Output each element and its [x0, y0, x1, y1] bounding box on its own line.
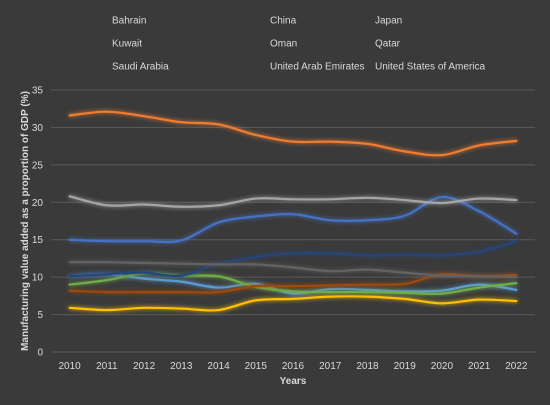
y-tick-label: 10 — [32, 273, 44, 284]
x-tick-label: 2013 — [170, 361, 193, 372]
series-line-saudi-arabia — [68, 240, 518, 278]
legend-label-united-states-of-america: United States of America — [375, 62, 485, 73]
series-line-oman — [68, 273, 518, 295]
y-tick-label: 15 — [32, 235, 44, 246]
series-line-china — [68, 110, 518, 157]
x-tick-label: 2014 — [207, 361, 230, 372]
y-tick-labels: 0 5 10 15 20 25 30 35 — [32, 86, 44, 359]
x-tick-label: 2017 — [319, 361, 342, 372]
x-tick-label: 2016 — [282, 361, 305, 372]
legend-label-china: China — [270, 16, 297, 27]
x-axis-title: Years — [280, 376, 307, 387]
x-tick-label: 2018 — [356, 361, 379, 372]
legend: Bahrain China Japan Kuwait Oman Qatar Saudi Ar… — [80, 16, 485, 73]
x-tick-label: 2010 — [58, 361, 81, 372]
y-tick-label: 20 — [32, 198, 44, 209]
x-tick-label: 2015 — [245, 361, 268, 372]
y-tick-label: 0 — [37, 348, 43, 359]
legend-label-saudi-arabia: Saudi Arabia — [112, 62, 169, 73]
series-line-kuwait — [68, 295, 518, 312]
x-tick-label: 2022 — [505, 361, 528, 372]
legend-label-qatar: Qatar — [375, 39, 401, 50]
series-line-united-arab-emirates — [68, 272, 518, 294]
legend-label-kuwait: Kuwait — [112, 39, 142, 50]
series-line-united-states-of-america — [68, 261, 518, 279]
legend-label-bahrain: Bahrain — [112, 16, 146, 27]
legend-label-united-arab-emirates: United Arab Emirates — [270, 62, 365, 73]
y-tick-label: 5 — [37, 310, 43, 321]
legend-label-japan: Japan — [375, 16, 402, 27]
series-line-japan — [68, 195, 518, 208]
y-tick-label: 35 — [32, 86, 44, 97]
x-tick-labels: 2010 2011 2012 2013 2014 2015 2016 2017 2018 2019… — [58, 361, 527, 372]
x-tick-label: 2011 — [96, 361, 118, 372]
y-tick-label: 25 — [32, 160, 44, 171]
legend-label-oman: Oman — [270, 39, 297, 50]
x-tick-label: 2012 — [133, 361, 156, 372]
series-line-bahrain — [68, 195, 518, 244]
series-lines — [68, 110, 518, 312]
y-axis-title: Manufacturing value added as a proportio… — [20, 91, 31, 351]
x-tick-label: 2021 — [468, 361, 491, 372]
x-tick-label: 2020 — [431, 361, 454, 372]
x-tick-label: 2019 — [394, 361, 417, 372]
y-tick-label: 30 — [32, 123, 44, 134]
